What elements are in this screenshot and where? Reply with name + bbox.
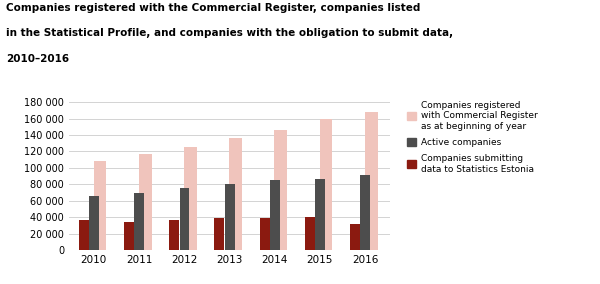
Bar <box>305 217 315 250</box>
Bar <box>139 154 152 250</box>
Legend: Companies registered
with Commercial Register
as at beginning of year, Active co: Companies registered with Commercial Reg… <box>407 101 538 174</box>
Bar <box>365 112 377 250</box>
Bar <box>361 175 370 250</box>
Bar <box>320 119 332 250</box>
Bar <box>169 220 179 250</box>
Bar <box>124 222 134 250</box>
Bar <box>79 220 89 250</box>
Text: 2010–2016: 2010–2016 <box>6 54 69 64</box>
Bar <box>270 180 280 250</box>
Text: Companies registered with the Commercial Register, companies listed: Companies registered with the Commercial… <box>6 3 421 13</box>
Text: in the Statistical Profile, and companies with the obligation to submit data,: in the Statistical Profile, and companie… <box>6 28 453 38</box>
Bar <box>260 218 269 250</box>
Bar <box>225 184 235 250</box>
Bar <box>350 224 360 250</box>
Bar <box>229 138 242 250</box>
Bar <box>184 147 197 250</box>
Bar <box>214 218 224 250</box>
Bar <box>179 188 190 250</box>
Bar <box>315 179 325 250</box>
Bar <box>134 193 144 250</box>
Bar <box>94 161 106 250</box>
Bar <box>89 196 99 250</box>
Bar <box>274 130 287 250</box>
